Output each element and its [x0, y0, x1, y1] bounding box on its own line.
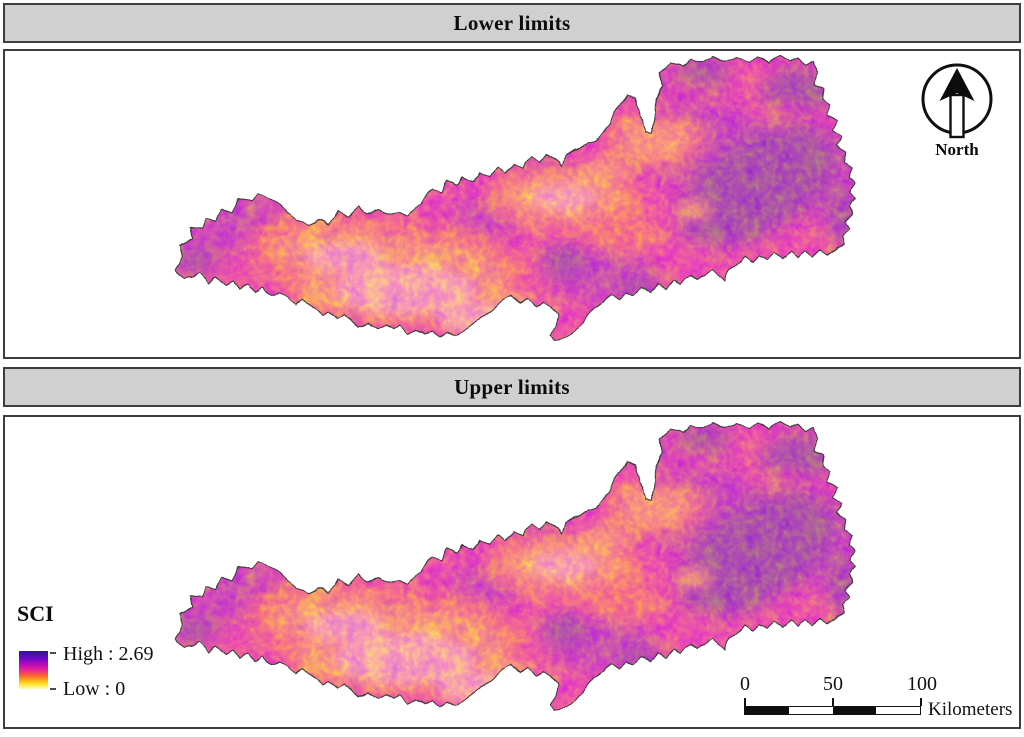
scale-unit-label: Kilometers [928, 699, 1013, 720]
scale-bar-strip [744, 706, 921, 715]
legend-tick-low [50, 688, 56, 690]
scale-segment-3 [832, 707, 877, 714]
panel-title-lower-limits: Lower limits [453, 10, 571, 35]
panel-header-lower-limits: Lower limits [3, 3, 1021, 43]
north-arrow-icon [921, 63, 993, 139]
scale-tick-mark-0 [744, 698, 746, 706]
map-panel-lower-limits: North [3, 49, 1021, 359]
scale-bar: 0 50 100 Kilometers [740, 673, 1024, 720]
legend-title: SCI [17, 601, 54, 626]
scale-tick-mark-50 [832, 698, 834, 706]
legend-tick-high [50, 652, 56, 654]
map-panel-upper-limits: SCI High : 2.69 Low : 0 0 50 100 [3, 415, 1021, 729]
scale-segment-4 [876, 707, 920, 714]
north-label: North [935, 140, 979, 159]
legend-ramp-row: High : 2.69 Low : 0 [17, 643, 247, 705]
sci-raster-map-lower [5, 51, 1019, 357]
map-legend: SCI High : 2.69 Low : 0 [17, 601, 247, 705]
scale-segment-2 [788, 707, 833, 714]
scale-tick-label-100: 100 [907, 673, 937, 695]
panel-header-upper-limits: Upper limits [3, 367, 1021, 407]
panel-title-upper-limits: Upper limits [454, 374, 570, 399]
scale-tick-label-50: 50 [823, 673, 843, 695]
scale-tick-mark-100 [920, 698, 922, 706]
scale-segment-1 [745, 707, 789, 714]
legend-high-label: High : 2.69 [63, 643, 154, 665]
north-arrow: North [915, 61, 999, 160]
scale-tick-label-0: 0 [740, 673, 750, 695]
legend-low-label: Low : 0 [63, 678, 126, 700]
legend-color-ramp [19, 651, 48, 689]
